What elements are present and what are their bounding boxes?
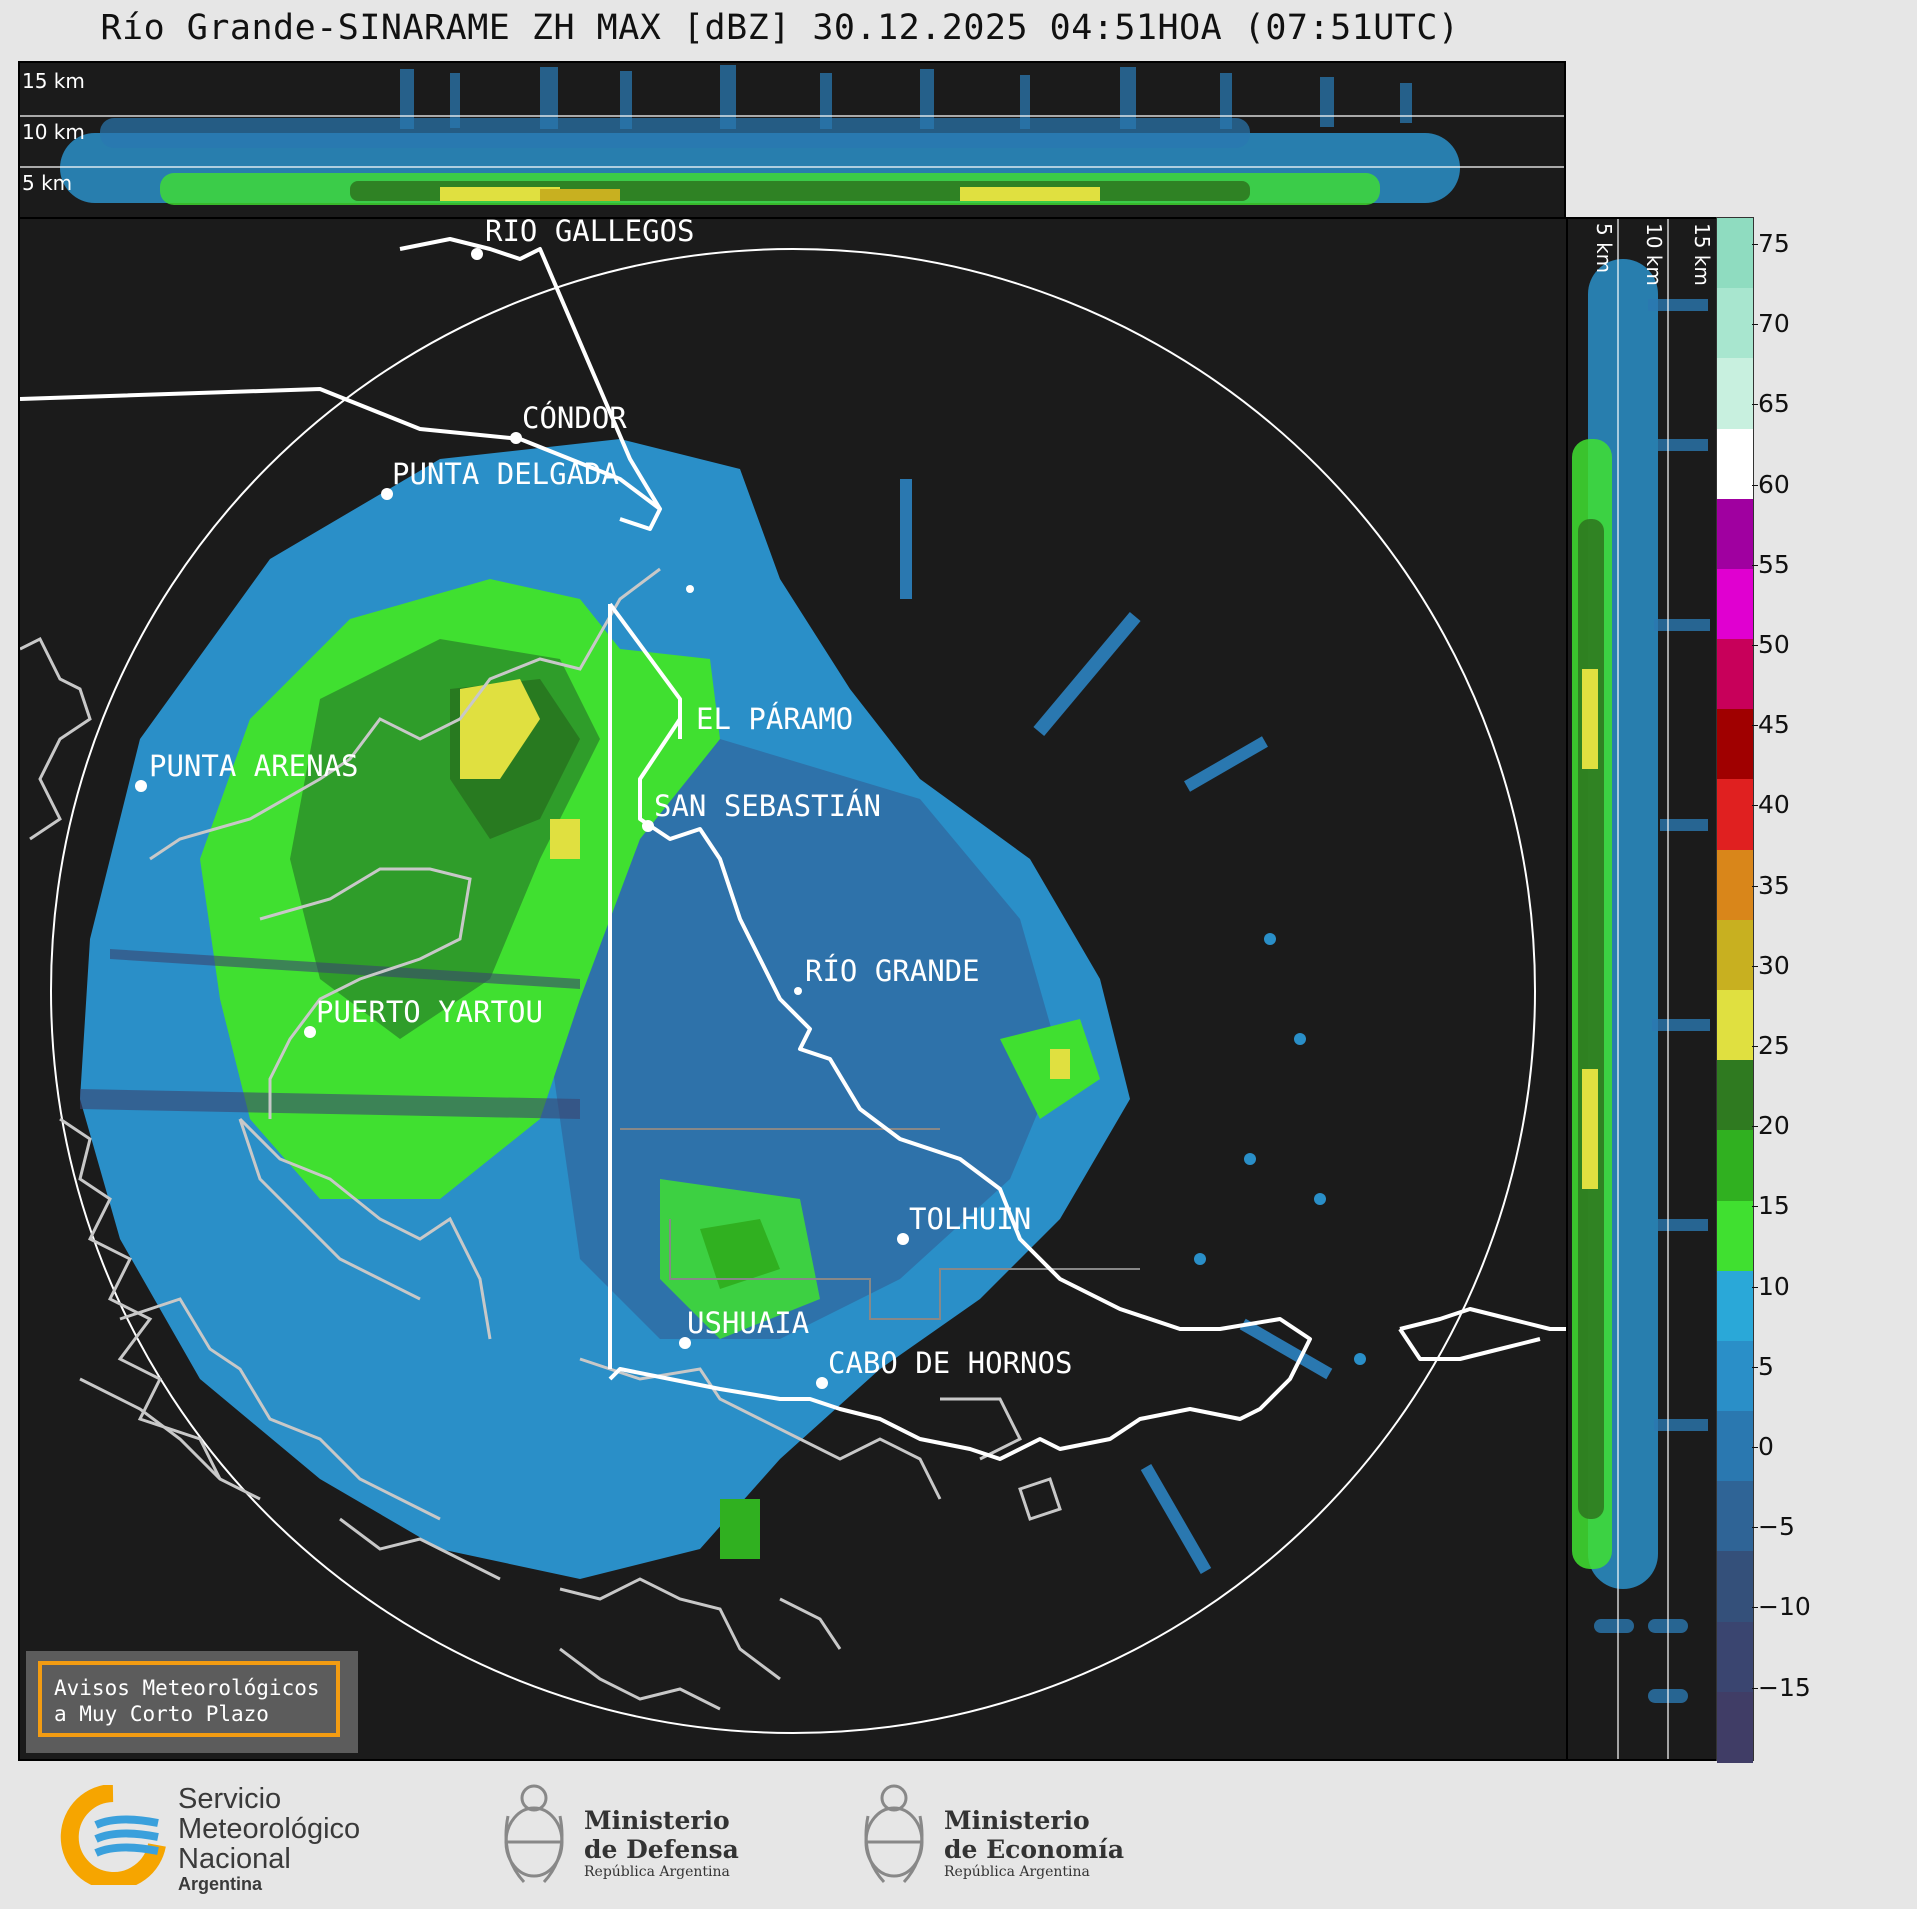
colorbar-tick-label: 70 <box>1752 309 1790 339</box>
smn-logo-icon <box>60 1785 166 1885</box>
colorbar-tick-label: 65 <box>1752 389 1790 419</box>
right-alt-label-5: 5 km <box>1592 223 1616 274</box>
economia-line-3: República Argentina <box>944 1864 1090 1880</box>
smn-line-4: Argentina <box>178 1874 263 1894</box>
colorbar-band <box>1717 1411 1753 1483</box>
colorbar-band <box>1717 1200 1753 1272</box>
colorbar-band <box>1717 568 1753 641</box>
range-ring <box>50 248 1536 1734</box>
map-title: Río Grande-SINARAME ZH MAX [dBZ] 30.12.2… <box>100 8 1460 48</box>
colorbar-tick-label: 5 <box>1752 1351 1774 1381</box>
colorbar-tick-label: 10 <box>1752 1271 1790 1301</box>
colorbar-band <box>1717 1270 1753 1342</box>
city-label-el-paramo: EL PÁRAMO <box>696 702 853 736</box>
defensa-line-1: Ministerio <box>584 1806 730 1835</box>
top-alt-label-15: 15 km <box>22 69 85 93</box>
dbz-colorbar <box>1716 217 1754 1763</box>
smn-line-2: Meteorológico <box>178 1813 361 1845</box>
top-alt-label-5: 5 km <box>22 171 73 195</box>
reflectivity-field <box>80 439 1333 1579</box>
city-label-punta-arenas: PUNTA ARENAS <box>149 749 359 783</box>
colorbar-band <box>1717 428 1753 500</box>
colorbar-tick-label: 20 <box>1752 1111 1790 1141</box>
smn-line-1: Servicio <box>178 1783 282 1815</box>
colorbar-band <box>1717 1340 1753 1413</box>
colorbar-tick-label: 45 <box>1752 710 1790 740</box>
colorbar-tick-label: −5 <box>1752 1512 1795 1542</box>
colorbar-tick-label: 25 <box>1752 1031 1790 1060</box>
colorbar-tick-label: 75 <box>1752 229 1790 258</box>
borders <box>20 237 1566 1461</box>
economia-line-2: de Economía <box>944 1835 1125 1864</box>
economia-line-1: Ministerio <box>944 1806 1090 1835</box>
colorbar-band <box>1717 849 1753 921</box>
defensa-coat-of-arms-icon <box>504 1784 564 1884</box>
colorbar-tick-label: 30 <box>1752 950 1790 980</box>
colorbar-tick-label: 55 <box>1752 549 1790 579</box>
radar-map: RÍO GALLEGOS CÓNDOR PUNTA DELGADA EL PÁR… <box>18 217 1568 1761</box>
colorbar-band <box>1717 1130 1753 1202</box>
city-label-punta-delgada: PUNTA DELGADA <box>392 457 619 491</box>
colorbar-tick-label: 50 <box>1752 630 1790 659</box>
colorbar-band <box>1717 1481 1753 1553</box>
warning-box: Avisos Meteorológicos a Muy Corto Plazo <box>26 1651 358 1753</box>
city-label-rio-grande: RÍO GRANDE <box>805 954 980 988</box>
colorbar-band <box>1717 1691 1753 1763</box>
warning-line-2: a Muy Corto Plazo <box>54 1702 269 1726</box>
colorbar-tick-label: −10 <box>1752 1592 1811 1622</box>
city-label-rio-gallegos: RÍO GALLEGOS <box>485 219 695 248</box>
defensa-line-3: República Argentina <box>584 1864 730 1880</box>
warning-line-1: Avisos Meteorológicos <box>54 1676 320 1700</box>
colorbar-band <box>1717 1551 1753 1623</box>
city-label-san-sebastian: SAN SEBASTIÁN <box>654 789 881 823</box>
colorbar-band <box>1717 919 1753 991</box>
right-alt-label-15: 15 km <box>1690 223 1714 286</box>
city-label-puerto-yartou: PUERTO YARTOU <box>316 995 543 1029</box>
top-cross-section: 15 km 10 km 5 km <box>18 61 1566 219</box>
city-label-ushuaia: USHUAIA <box>687 1306 809 1340</box>
colorbar-tick-label: −15 <box>1752 1672 1811 1702</box>
colorbar-band <box>1717 990 1753 1062</box>
radar-map-canvas: RÍO GALLEGOS CÓNDOR PUNTA DELGADA EL PÁR… <box>20 219 1566 1734</box>
defensa-logo-text: Ministerio de Defensa República Argentin… <box>584 1806 739 1880</box>
colorbar-band <box>1717 498 1753 570</box>
colorbar-band <box>1717 639 1753 711</box>
top-alt-label-10: 10 km <box>22 120 85 144</box>
top-cross-section-echoes <box>20 65 1564 205</box>
colorbar-band <box>1717 288 1753 360</box>
city-markers <box>135 248 909 1389</box>
colorbar-band <box>1717 1621 1753 1693</box>
right-cross-section-echoes <box>1572 219 1710 1759</box>
coastlines <box>20 567 1062 1711</box>
smn-logo-text: Servicio Meteorológico Nacional Argentin… <box>178 1784 360 1894</box>
economia-coat-of-arms-icon <box>864 1784 924 1884</box>
colorbar-band <box>1717 779 1753 851</box>
colorbar-band <box>1717 1060 1753 1132</box>
colorbar-band <box>1717 709 1753 781</box>
colorbar-tick-label: 60 <box>1752 469 1790 499</box>
smn-line-3: Nacional <box>178 1843 291 1875</box>
city-label-cabo-de-hornos: CABO DE HORNOS <box>828 1346 1072 1380</box>
colorbar-band <box>1717 358 1753 430</box>
colorbar-tick-label: 40 <box>1752 790 1790 820</box>
colorbar-tick-label: 0 <box>1752 1432 1774 1461</box>
right-cross-section: 5 km 10 km 15 km <box>1566 217 1718 1761</box>
warning-box-border: Avisos Meteorológicos a Muy Corto Plazo <box>38 1661 340 1737</box>
right-alt-label-10: 10 km <box>1642 223 1666 286</box>
economia-logo-text: Ministerio de Economía República Argenti… <box>944 1806 1124 1880</box>
city-label-condor: CÓNDOR <box>522 401 627 435</box>
defensa-line-2: de Defensa <box>584 1835 739 1864</box>
colorbar-tick-label: 15 <box>1752 1191 1790 1221</box>
colorbar-tick-label: 35 <box>1752 870 1790 900</box>
city-label-tolhuin: TOLHUIN <box>909 1202 1031 1236</box>
colorbar-band <box>1717 218 1753 290</box>
